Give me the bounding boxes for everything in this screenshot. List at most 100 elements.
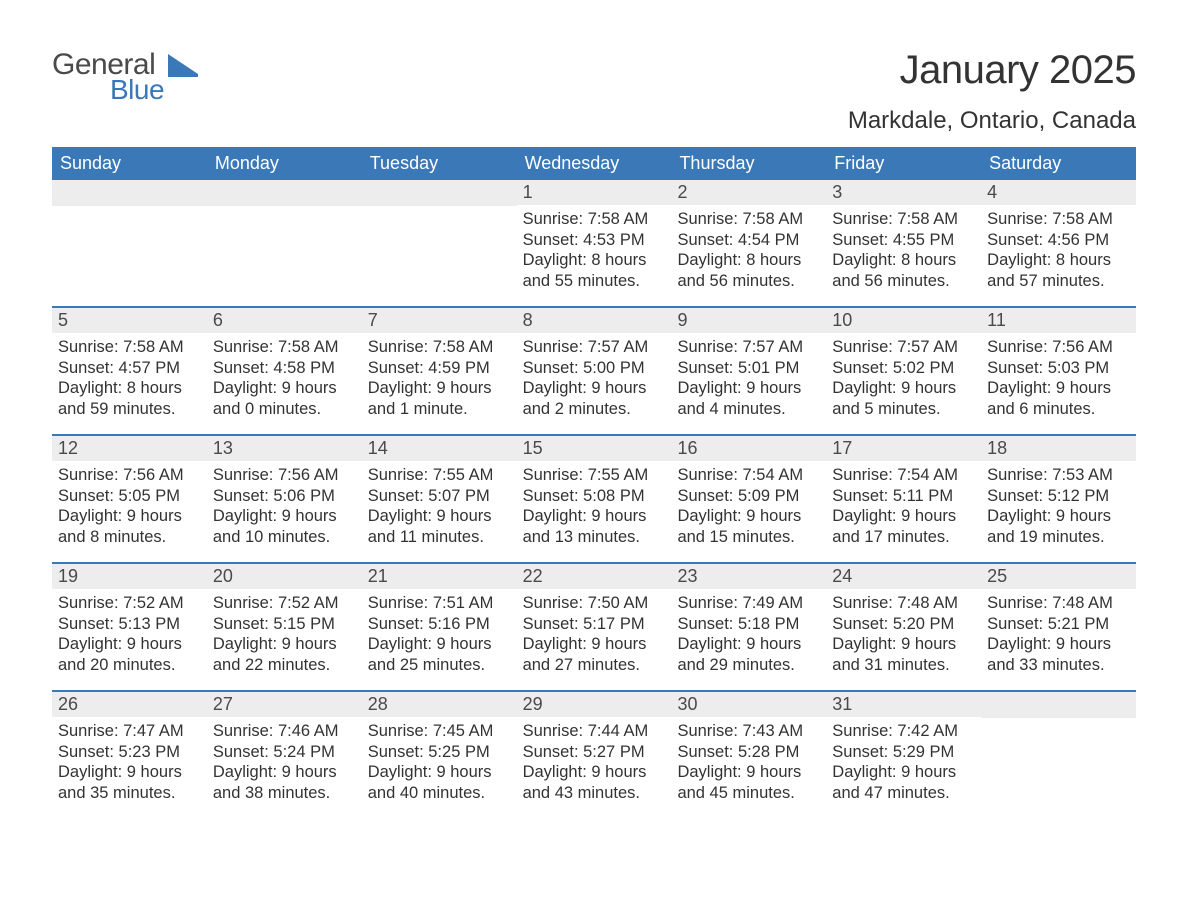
- sunrise-text: Sunrise: 7:56 AM: [987, 337, 1130, 358]
- sunrise-text: Sunrise: 7:57 AM: [523, 337, 666, 358]
- day-cell: 30Sunrise: 7:43 AMSunset: 5:28 PMDayligh…: [671, 692, 826, 818]
- sunrise-text: Sunrise: 7:43 AM: [677, 721, 820, 742]
- day-number: 19: [52, 564, 207, 589]
- weekday-sunday: Sunday: [52, 147, 207, 180]
- daylight-text: Daylight: 9 hours and 33 minutes.: [987, 634, 1130, 675]
- day-number: 23: [671, 564, 826, 589]
- day-cell: 21Sunrise: 7:51 AMSunset: 5:16 PMDayligh…: [362, 564, 517, 690]
- day-cell: 6Sunrise: 7:58 AMSunset: 4:58 PMDaylight…: [207, 308, 362, 434]
- day-cell: 7Sunrise: 7:58 AMSunset: 4:59 PMDaylight…: [362, 308, 517, 434]
- sunrise-text: Sunrise: 7:47 AM: [58, 721, 201, 742]
- day-number: 11: [981, 308, 1136, 333]
- sunrise-text: Sunrise: 7:55 AM: [523, 465, 666, 486]
- daylight-text: Daylight: 9 hours and 47 minutes.: [832, 762, 975, 803]
- sunrise-text: Sunrise: 7:57 AM: [677, 337, 820, 358]
- sunset-text: Sunset: 5:15 PM: [213, 614, 356, 635]
- day-body: Sunrise: 7:45 AMSunset: 5:25 PMDaylight:…: [368, 721, 511, 804]
- daylight-text: Daylight: 8 hours and 56 minutes.: [832, 250, 975, 291]
- day-body: Sunrise: 7:52 AMSunset: 5:13 PMDaylight:…: [58, 593, 201, 676]
- sunrise-text: Sunrise: 7:49 AM: [677, 593, 820, 614]
- sunset-text: Sunset: 5:16 PM: [368, 614, 511, 635]
- sunset-text: Sunset: 4:56 PM: [987, 230, 1130, 251]
- daylight-text: Daylight: 9 hours and 19 minutes.: [987, 506, 1130, 547]
- daylight-text: Daylight: 8 hours and 55 minutes.: [523, 250, 666, 291]
- day-cell: 20Sunrise: 7:52 AMSunset: 5:15 PMDayligh…: [207, 564, 362, 690]
- day-cell: 19 Sunrise: 7:52 AMSunset: 5:13 PMDayligh…: [52, 564, 207, 690]
- sunset-text: Sunset: 5:11 PM: [832, 486, 975, 507]
- day-cell: 5 Sunrise: 7:58 AMSunset: 4:57 PMDaylight…: [52, 308, 207, 434]
- sunrise-text: Sunrise: 7:57 AM: [832, 337, 975, 358]
- daylight-text: Daylight: 9 hours and 2 minutes.: [523, 378, 666, 419]
- daylight-text: Daylight: 9 hours and 13 minutes.: [523, 506, 666, 547]
- daylight-text: Daylight: 9 hours and 43 minutes.: [523, 762, 666, 803]
- daylight-text: Daylight: 9 hours and 10 minutes.: [213, 506, 356, 547]
- brand-part2: Blue: [110, 74, 164, 106]
- sunrise-text: Sunrise: 7:58 AM: [523, 209, 666, 230]
- day-body: Sunrise: 7:58 AMSunset: 4:57 PMDaylight:…: [58, 337, 201, 420]
- day-cell: 13Sunrise: 7:56 AMSunset: 5:06 PMDayligh…: [207, 436, 362, 562]
- day-body: Sunrise: 7:57 AMSunset: 5:00 PMDaylight:…: [523, 337, 666, 420]
- sunset-text: Sunset: 5:28 PM: [677, 742, 820, 763]
- sunset-text: Sunset: 5:13 PM: [58, 614, 201, 635]
- day-number: 6: [207, 308, 362, 333]
- sunrise-text: Sunrise: 7:44 AM: [523, 721, 666, 742]
- daylight-text: Daylight: 9 hours and 35 minutes.: [58, 762, 201, 803]
- daylight-text: Daylight: 9 hours and 31 minutes.: [832, 634, 975, 675]
- sunset-text: Sunset: 4:58 PM: [213, 358, 356, 379]
- day-cell: 18Sunrise: 7:53 AMSunset: 5:12 PMDayligh…: [981, 436, 1136, 562]
- daylight-text: Daylight: 9 hours and 17 minutes.: [832, 506, 975, 547]
- daylight-text: Daylight: 9 hours and 29 minutes.: [677, 634, 820, 675]
- flag-icon: [168, 54, 202, 83]
- weekday-header-row: SundayMondayTuesdayWednesdayThursdayFrid…: [52, 147, 1136, 180]
- day-cell: 17Sunrise: 7:54 AMSunset: 5:11 PMDayligh…: [826, 436, 981, 562]
- daylight-text: Daylight: 9 hours and 27 minutes.: [523, 634, 666, 675]
- sunset-text: Sunset: 4:53 PM: [523, 230, 666, 251]
- day-body: Sunrise: 7:56 AMSunset: 5:05 PMDaylight:…: [58, 465, 201, 548]
- week-row: 12Sunrise: 7:56 AMSunset: 5:05 PMDayligh…: [52, 434, 1136, 562]
- sunrise-text: Sunrise: 7:48 AM: [987, 593, 1130, 614]
- day-body: Sunrise: 7:58 AMSunset: 4:53 PMDaylight:…: [523, 209, 666, 292]
- daylight-text: Daylight: 9 hours and 25 minutes.: [368, 634, 511, 675]
- day-cell: 10Sunrise: 7:57 AMSunset: 5:02 PMDayligh…: [826, 308, 981, 434]
- day-body: Sunrise: 7:56 AMSunset: 5:03 PMDaylight:…: [987, 337, 1130, 420]
- daylight-text: Daylight: 9 hours and 8 minutes.: [58, 506, 201, 547]
- day-body: Sunrise: 7:54 AMSunset: 5:11 PMDaylight:…: [832, 465, 975, 548]
- location-subtitle: Markdale, Ontario, Canada: [848, 107, 1136, 135]
- header: General Blue January 2025 Markdale, Onta…: [52, 48, 1136, 135]
- weekday-wednesday: Wednesday: [517, 147, 672, 180]
- day-cell: 8Sunrise: 7:57 AMSunset: 5:00 PMDaylight…: [517, 308, 672, 434]
- sunset-text: Sunset: 5:12 PM: [987, 486, 1130, 507]
- day-cell: 23 Sunrise: 7:49 AMSunset: 5:18 PMDayligh…: [671, 564, 826, 690]
- week-row: 1Sunrise: 7:58 AMSunset: 4:53 PMDaylight…: [52, 180, 1136, 306]
- day-number: 10: [826, 308, 981, 333]
- day-body: Sunrise: 7:49 AMSunset: 5:18 PMDaylight:…: [677, 593, 820, 676]
- sunset-text: Sunset: 5:25 PM: [368, 742, 511, 763]
- day-number: [362, 180, 517, 206]
- daylight-text: Daylight: 9 hours and 1 minute.: [368, 378, 511, 419]
- day-number: 9: [671, 308, 826, 333]
- sunrise-text: Sunrise: 7:58 AM: [677, 209, 820, 230]
- sunset-text: Sunset: 5:21 PM: [987, 614, 1130, 635]
- day-number: [207, 180, 362, 206]
- sunrise-text: Sunrise: 7:51 AM: [368, 593, 511, 614]
- sunset-text: Sunset: 5:08 PM: [523, 486, 666, 507]
- sunrise-text: Sunrise: 7:53 AM: [987, 465, 1130, 486]
- day-body: Sunrise: 7:57 AMSunset: 5:01 PMDaylight:…: [677, 337, 820, 420]
- sunrise-text: Sunrise: 7:45 AM: [368, 721, 511, 742]
- sunset-text: Sunset: 5:23 PM: [58, 742, 201, 763]
- day-number: 15: [517, 436, 672, 461]
- day-number: 5: [52, 308, 207, 333]
- day-cell: 24Sunrise: 7:48 AMSunset: 5:20 PMDayligh…: [826, 564, 981, 690]
- daylight-text: Daylight: 9 hours and 4 minutes.: [677, 378, 820, 419]
- day-number: 24: [826, 564, 981, 589]
- daylight-text: Daylight: 9 hours and 6 minutes.: [987, 378, 1130, 419]
- day-number: 27: [207, 692, 362, 717]
- day-number: 13: [207, 436, 362, 461]
- sunset-text: Sunset: 5:03 PM: [987, 358, 1130, 379]
- day-number: 31: [826, 692, 981, 717]
- sunset-text: Sunset: 5:05 PM: [58, 486, 201, 507]
- sunset-text: Sunset: 5:07 PM: [368, 486, 511, 507]
- day-body: Sunrise: 7:43 AMSunset: 5:28 PMDaylight:…: [677, 721, 820, 804]
- day-cell: 2Sunrise: 7:58 AMSunset: 4:54 PMDaylight…: [671, 180, 826, 306]
- day-cell: 4Sunrise: 7:58 AMSunset: 4:56 PMDaylight…: [981, 180, 1136, 306]
